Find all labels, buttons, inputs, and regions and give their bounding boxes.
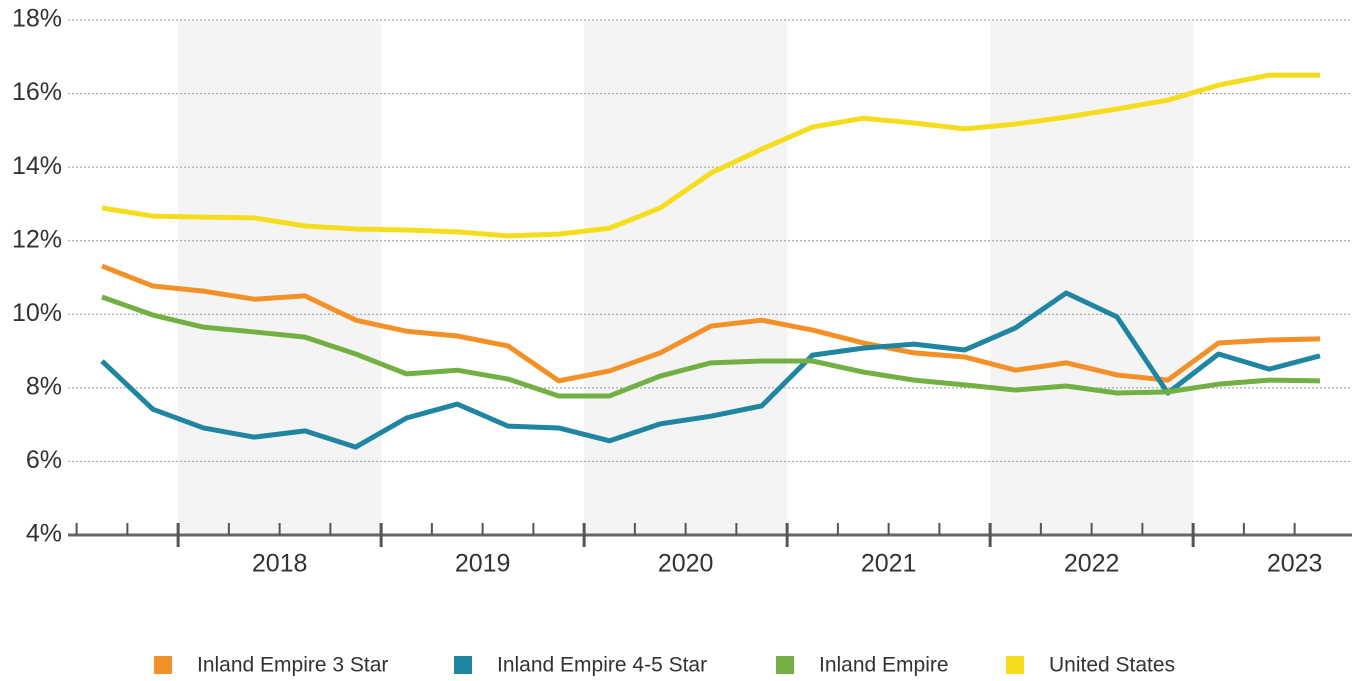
x-tick-label: 2018 [252,550,308,578]
year-band [584,20,788,535]
legend-swatch [776,656,794,674]
series-line [101,263,1321,384]
series-line [101,72,1320,239]
y-tick-label: 16% [12,78,62,106]
year-band [178,20,382,535]
y-tick-label: 8% [26,372,62,400]
y-tick-label: 4% [26,520,62,548]
y-tick-label: 10% [12,299,62,327]
series-line [100,290,1321,450]
legend-label: United States [1049,654,1175,677]
x-tick-label: 2022 [1064,550,1120,578]
x-tick-label: 2023 [1267,550,1323,578]
y-tick-label: 14% [12,152,62,180]
legend-swatch [154,656,172,674]
y-tick-label: 6% [26,446,62,474]
x-tick-label: 2021 [861,550,917,578]
x-tick-label: 2019 [455,550,511,578]
year-bands [178,20,1194,535]
legend-swatch [454,656,472,674]
series-line [101,294,1321,399]
x-tick-label: 2020 [658,550,714,578]
legend-label: Inland Empire 4-5 Star [497,654,707,677]
legend-label: Inland Empire 3 Star [197,654,388,677]
year-band [990,20,1194,535]
y-tick-label: 18% [12,5,62,33]
legend-swatch [1006,656,1024,674]
y-tick-label: 12% [12,225,62,253]
legend-label: Inland Empire [819,654,949,677]
